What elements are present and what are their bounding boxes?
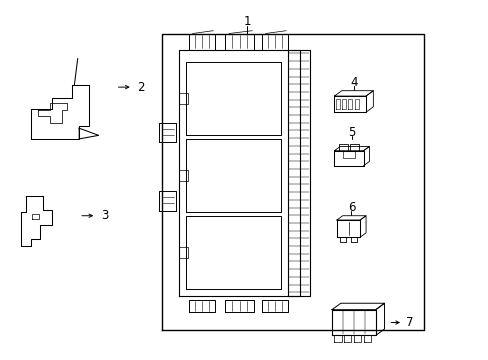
Text: 2: 2	[137, 81, 145, 94]
Text: 7: 7	[405, 316, 412, 329]
Text: 6: 6	[347, 201, 354, 214]
Text: 1: 1	[243, 14, 250, 27]
Text: 5: 5	[347, 126, 355, 139]
Text: 4: 4	[349, 76, 357, 89]
Text: 3: 3	[101, 209, 108, 222]
